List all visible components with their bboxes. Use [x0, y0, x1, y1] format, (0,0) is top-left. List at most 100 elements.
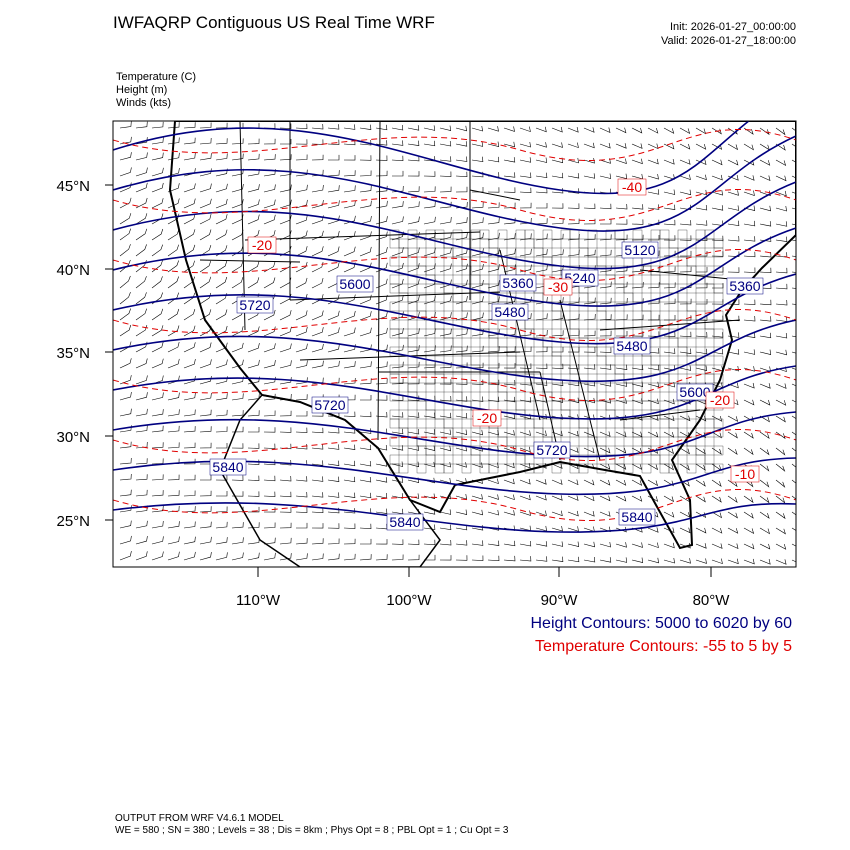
temperature-contour	[113, 369, 796, 401]
wind-barb	[263, 360, 276, 369]
wind-barb	[615, 364, 628, 370]
wind-barb	[759, 267, 772, 274]
wind-barb	[551, 556, 564, 562]
height-contour	[113, 121, 751, 195]
wind-barb	[775, 205, 787, 212]
wind-barb	[391, 295, 404, 305]
wind-barb	[343, 492, 356, 498]
wind-barb	[647, 431, 659, 438]
county	[515, 427, 526, 438]
wind-barb	[679, 511, 691, 518]
wind-barb	[279, 293, 292, 305]
county	[641, 418, 652, 429]
wind-barb	[599, 431, 611, 437]
wind-barb	[327, 460, 340, 466]
wind-barb	[407, 216, 420, 225]
wind-barb	[743, 205, 756, 211]
county	[596, 463, 607, 474]
wind-barb	[183, 426, 196, 433]
wind-barb	[167, 183, 180, 193]
wind-barb	[727, 143, 739, 151]
wind-barb	[391, 311, 404, 321]
wind-barb	[167, 409, 180, 417]
wind-barb	[487, 494, 499, 500]
temperature-label-box	[730, 465, 760, 483]
wind-barb	[599, 265, 612, 273]
wind-barb	[519, 494, 531, 501]
wind-barb	[631, 495, 643, 502]
wind-barb	[119, 473, 132, 481]
wind-barb	[727, 511, 738, 519]
wind-barb	[471, 156, 484, 163]
wind-barb	[631, 143, 643, 149]
wind-barb	[151, 121, 164, 129]
county	[686, 418, 697, 429]
wind-barb	[167, 213, 180, 225]
wind-barb	[407, 125, 420, 131]
wind-barb	[391, 185, 404, 193]
wind-barb	[183, 213, 196, 225]
wind-barb	[183, 260, 195, 273]
wind-barb	[615, 479, 627, 486]
wind-barb	[199, 198, 212, 209]
wind-barb	[183, 458, 196, 465]
wind-barb	[583, 447, 595, 454]
wind-barb	[791, 559, 796, 563]
wind-barb	[679, 527, 691, 534]
temperature-contour	[113, 429, 796, 461]
wind-barb	[487, 232, 500, 241]
wind-barb	[631, 542, 643, 548]
county	[398, 265, 409, 276]
county	[398, 355, 409, 366]
wind-barb	[743, 190, 755, 196]
county	[551, 238, 562, 249]
wind-barb	[407, 412, 420, 418]
county	[623, 310, 634, 321]
wind-barb	[519, 157, 532, 163]
wind-barb	[503, 413, 516, 419]
wind-barb	[759, 415, 770, 423]
wind-barb	[679, 204, 692, 211]
wind-barb	[695, 479, 706, 487]
wind-barb	[279, 522, 292, 529]
county	[479, 301, 490, 312]
wind-barb	[359, 523, 372, 530]
wind-barb	[551, 526, 563, 532]
wind-barb	[487, 362, 500, 369]
wind-barb	[183, 409, 196, 417]
wind-barb	[519, 329, 532, 337]
county	[425, 337, 436, 348]
wind-barb	[135, 276, 147, 289]
wind-barb	[183, 536, 196, 545]
wind-barb	[167, 260, 179, 273]
wind-barb	[439, 379, 452, 385]
wind-barb	[359, 155, 372, 161]
wind-barb	[423, 493, 436, 499]
wind-barb	[551, 172, 564, 179]
height-contour	[113, 457, 796, 496]
wind-barb	[151, 308, 164, 321]
wind-barb	[791, 399, 796, 403]
wind-barb	[535, 541, 548, 547]
wind-barb	[359, 311, 372, 321]
height-label: 5480	[494, 304, 525, 320]
height-contour	[113, 273, 796, 345]
wind-barb	[679, 542, 691, 549]
wind-barb	[151, 167, 164, 177]
wind-barb	[167, 167, 180, 177]
wind-barb	[535, 329, 548, 337]
wind-barb	[663, 282, 676, 289]
wind-barb	[439, 312, 452, 321]
wind-barb	[583, 431, 595, 437]
county	[569, 391, 580, 402]
wind-barb	[439, 539, 452, 546]
wind-barb	[551, 313, 564, 321]
wind-barb	[743, 267, 756, 273]
county	[659, 256, 670, 267]
county	[479, 256, 490, 267]
county	[587, 364, 598, 375]
wind-barb	[343, 508, 356, 514]
wind-barb	[167, 521, 180, 529]
wind-barb	[519, 233, 532, 241]
wind-barb	[695, 415, 707, 422]
